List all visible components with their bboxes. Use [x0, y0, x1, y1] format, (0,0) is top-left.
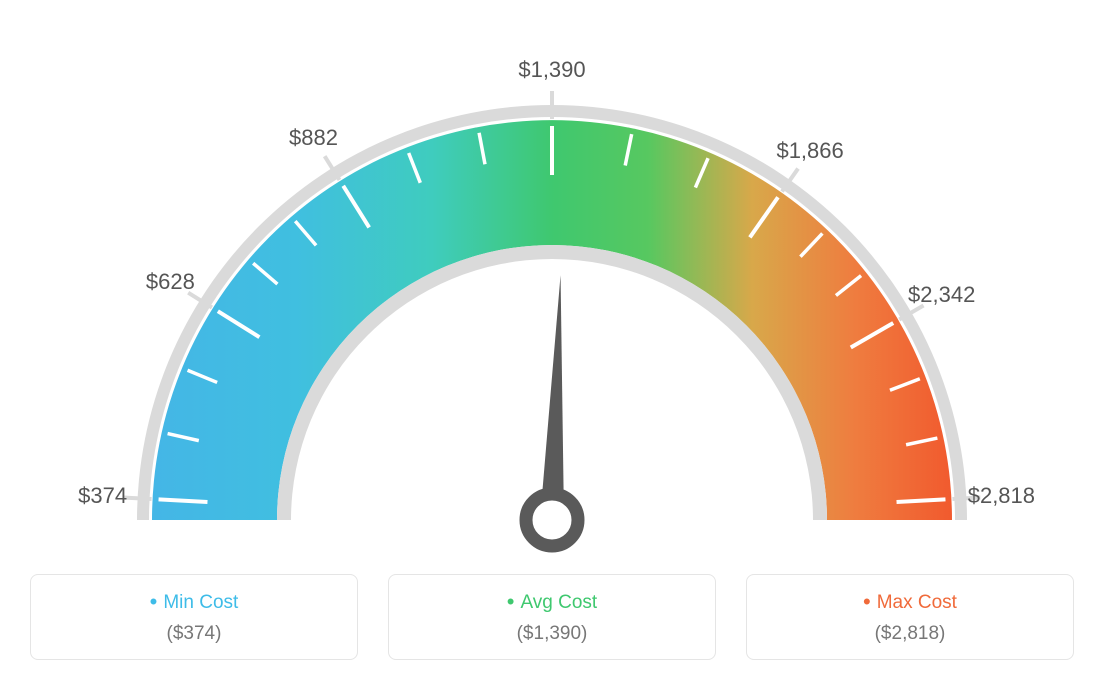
scale-label: $1,866 [776, 138, 843, 164]
min-cost-title: Min Cost [41, 589, 347, 615]
summary-cards: Min Cost ($374) Avg Cost ($1,390) Max Co… [30, 574, 1074, 660]
scale-label: $2,818 [968, 483, 1035, 509]
scale-label: $374 [78, 483, 127, 509]
avg-cost-title: Avg Cost [399, 589, 705, 615]
scale-label: $628 [146, 269, 195, 295]
min-cost-card: Min Cost ($374) [30, 574, 358, 660]
scale-label: $1,390 [518, 57, 585, 83]
avg-cost-card: Avg Cost ($1,390) [388, 574, 716, 660]
max-cost-value: ($2,818) [757, 623, 1063, 645]
gauge-chart: $374 $628 $882 $1,390 $1,866 $2,342 $2,818 [0, 0, 1104, 560]
avg-cost-value: ($1,390) [399, 623, 705, 645]
min-cost-value: ($374) [41, 623, 347, 645]
max-cost-title: Max Cost [757, 589, 1063, 615]
max-cost-card: Max Cost ($2,818) [746, 574, 1074, 660]
cost-gauge-widget: $374 $628 $882 $1,390 $1,866 $2,342 $2,818 Min… [0, 0, 1104, 690]
scale-label: $2,342 [908, 282, 975, 308]
scale-label: $882 [289, 125, 338, 151]
